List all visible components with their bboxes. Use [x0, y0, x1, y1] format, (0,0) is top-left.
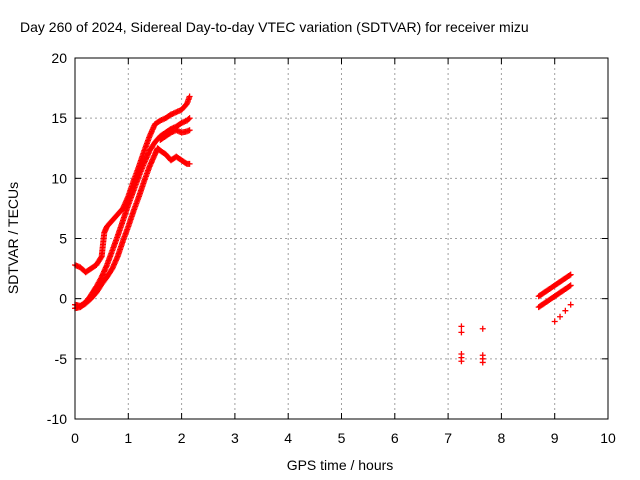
y-tick-label: -5 [55, 351, 68, 367]
y-axis-label: SDTVAR / TECUs [5, 182, 21, 294]
data-point [186, 93, 193, 100]
data-point [479, 325, 486, 332]
data-point [458, 358, 465, 365]
x-tick-label: 6 [391, 430, 399, 446]
x-tick-label: 2 [178, 430, 186, 446]
data-point [562, 307, 569, 314]
x-tick-label: 8 [498, 430, 506, 446]
data-point [479, 359, 486, 366]
data-point [185, 115, 192, 122]
tick-labels: 0 1 2 3 4 5 6 7 8 9 10 -10 -5 0 5 10 15 20 [47, 50, 616, 446]
data-points [72, 93, 574, 366]
data-point [557, 313, 564, 320]
y-tick-label: -10 [47, 411, 67, 427]
x-tick-label: 10 [600, 430, 616, 446]
x-tick-label: 5 [338, 430, 346, 446]
x-tick-label: 4 [284, 430, 292, 446]
y-tick-label: 20 [51, 50, 67, 66]
y-tick-label: 15 [51, 110, 67, 126]
data-point [567, 271, 574, 278]
data-point [97, 254, 104, 261]
data-point [186, 160, 193, 167]
x-tick-label: 0 [71, 430, 79, 446]
y-tick-label: 10 [51, 170, 67, 186]
data-point [186, 115, 193, 122]
grid-lines [75, 58, 608, 419]
x-tick-label: 9 [551, 430, 559, 446]
plot-frame [74, 57, 609, 420]
data-point [186, 127, 193, 134]
x-tick-label: 7 [444, 430, 452, 446]
x-tick-label: 3 [231, 430, 239, 446]
data-point [566, 283, 573, 290]
data-point [551, 318, 558, 325]
data-point [458, 329, 465, 336]
y-tick-label: 5 [59, 231, 67, 247]
data-point [567, 301, 574, 308]
data-point [566, 272, 573, 279]
chart-title: Day 260 of 2024, Sidereal Day-to-day VTE… [20, 19, 529, 35]
x-tick-label: 1 [124, 430, 132, 446]
data-point [458, 323, 465, 330]
data-point [567, 282, 574, 289]
x-axis-label: GPS time / hours [287, 457, 394, 473]
y-tick-label: 0 [59, 291, 67, 307]
